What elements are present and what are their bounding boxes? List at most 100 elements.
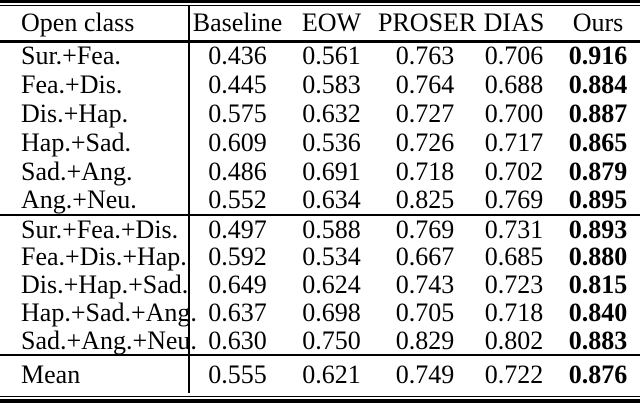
cell-value: 0.723 [484,270,544,299]
cell-value: 0.688 [484,69,544,99]
cell-value: 0.769 [395,214,455,244]
cell-value: 0.630 [208,325,267,355]
col-header-dias: DIAS [483,7,545,37]
cell-value: 0.893 [568,214,628,244]
row-label: Hap.+Sad. [0,128,190,157]
row-label: Ang.+Neu. [0,186,190,215]
table-row: Sur.+Fea.+Dis. 0.497 0.588 0.769 0.731 0.893 [0,215,640,243]
cell-value: 0.634 [302,185,361,214]
cell-value: 0.534 [302,242,361,271]
table-row: Dis.+Hap.+Sad. 0.649 0.624 0.743 0.723 0.815 [0,271,640,299]
cell-value: 0.750 [302,325,361,355]
cell-value: 0.685 [484,242,544,271]
cell-value: 0.583 [302,69,361,99]
cell-value: 0.705 [395,298,455,327]
table-row: Dis.+Hap. 0.575 0.632 0.727 0.700 0.887 [0,99,640,128]
three-class-section: Sur.+Fea.+Dis. 0.497 0.588 0.769 0.731 0.893 F… [0,215,640,355]
cell-value: 0.876 [568,359,628,389]
cell-value: 0.637 [208,298,267,327]
cell-value: 0.561 [302,41,361,71]
table-row: Sur.+Fea. 0.436 0.561 0.763 0.706 0.916 [0,41,640,70]
row-label: Hap.+Sad.+Ang. [0,299,197,327]
row-label: Dis.+Hap. [0,99,190,128]
row-label: Mean [0,355,190,393]
cell-value: 0.865 [568,127,628,157]
table-row: Fea.+Dis. 0.445 0.583 0.764 0.688 0.884 [0,70,640,99]
bottom-rule-thick [0,399,640,403]
bottom-rule-thin [0,396,640,397]
row-label: Sad.+Ang. [0,157,190,186]
cell-value: 0.763 [395,41,455,71]
cell-value: 0.825 [395,185,455,214]
row-label: Sur.+Fea.+Dis. [0,215,190,243]
mean-row: Mean 0.555 0.621 0.749 0.722 0.876 [0,355,640,393]
cell-value: 0.717 [484,127,544,157]
top-rule-thick [0,0,640,3]
cell-value: 0.621 [302,359,361,389]
cell-value: 0.802 [484,325,544,355]
cell-value: 0.445 [208,69,267,99]
table-row: Hap.+Sad.+Ang. 0.637 0.698 0.705 0.718 0.840 [0,299,640,327]
mean-section: Mean 0.555 0.621 0.749 0.722 0.876 [0,355,640,393]
row-label: Sad.+Ang.+Neu. [0,327,197,355]
cell-value: 0.667 [395,242,455,271]
cell-value: 0.575 [208,98,267,128]
cell-value: 0.884 [568,69,628,99]
cell-value: 0.916 [568,41,628,71]
cell-value: 0.815 [568,270,628,299]
two-class-section: Sur.+Fea. 0.436 0.561 0.763 0.706 0.916 Fea.+D… [0,41,640,215]
cell-value: 0.722 [484,359,544,389]
cell-value: 0.895 [568,185,628,214]
cell-value: 0.486 [208,156,267,186]
cell-value: 0.691 [302,156,361,186]
col-header-ours: Ours [572,7,624,37]
cell-value: 0.555 [208,359,267,389]
cell-value: 0.702 [484,156,544,186]
cell-value: 0.609 [208,127,267,157]
cell-value: 0.726 [395,127,455,157]
cell-value: 0.743 [395,270,455,299]
cell-value: 0.536 [302,127,361,157]
cell-value: 0.552 [208,185,267,214]
cell-value: 0.829 [395,325,455,355]
cell-value: 0.706 [484,41,544,71]
col-header-baseline: Baseline [192,7,283,37]
row-label: Sur.+Fea. [0,41,190,70]
table-row: Ang.+Neu. 0.552 0.634 0.825 0.769 0.895 [0,186,640,215]
cell-value: 0.588 [302,214,361,244]
row-label: Fea.+Dis.+Hap. [0,243,190,271]
row-label: Dis.+Hap.+Sad. [0,271,190,299]
cell-value: 0.749 [395,359,455,389]
cell-value: 0.700 [484,98,544,128]
cell-value: 0.592 [208,242,267,271]
col-header-eow: EOW [301,7,362,37]
row-label: Fea.+Dis. [0,70,190,99]
cell-value: 0.887 [568,98,628,128]
cell-value: 0.731 [484,214,544,244]
cell-value: 0.883 [568,325,628,355]
table-row: Fea.+Dis.+Hap. 0.592 0.534 0.667 0.685 0.880 [0,243,640,271]
top-rule-thin [0,5,640,6]
col-header-proser: PROSER [378,7,477,37]
table-row: Sad.+Ang. 0.486 0.691 0.718 0.702 0.879 [0,157,640,186]
cell-value: 0.698 [302,298,361,327]
cell-value: 0.880 [568,242,628,271]
cell-value: 0.764 [395,69,455,99]
table-row: Sad.+Ang.+Neu. 0.630 0.750 0.829 0.802 0.883 [0,327,640,355]
cell-value: 0.840 [568,298,628,327]
col-header-open-class: Open class [0,6,190,41]
cell-value: 0.497 [208,214,267,244]
cell-value: 0.879 [568,156,628,186]
cell-value: 0.769 [484,185,544,214]
table-row: Hap.+Sad. 0.609 0.536 0.726 0.717 0.865 [0,128,640,157]
cell-value: 0.727 [395,98,455,128]
results-table: Open class Baseline EOW PROSER DIAS Ours… [0,6,640,393]
cell-value: 0.718 [395,156,455,186]
cell-value: 0.632 [302,98,361,128]
cell-value: 0.718 [484,298,544,327]
cell-value: 0.649 [208,270,267,299]
header-row: Open class Baseline EOW PROSER DIAS Ours [0,6,640,41]
table-header: Open class Baseline EOW PROSER DIAS Ours [0,6,640,41]
cell-value: 0.624 [302,270,361,299]
